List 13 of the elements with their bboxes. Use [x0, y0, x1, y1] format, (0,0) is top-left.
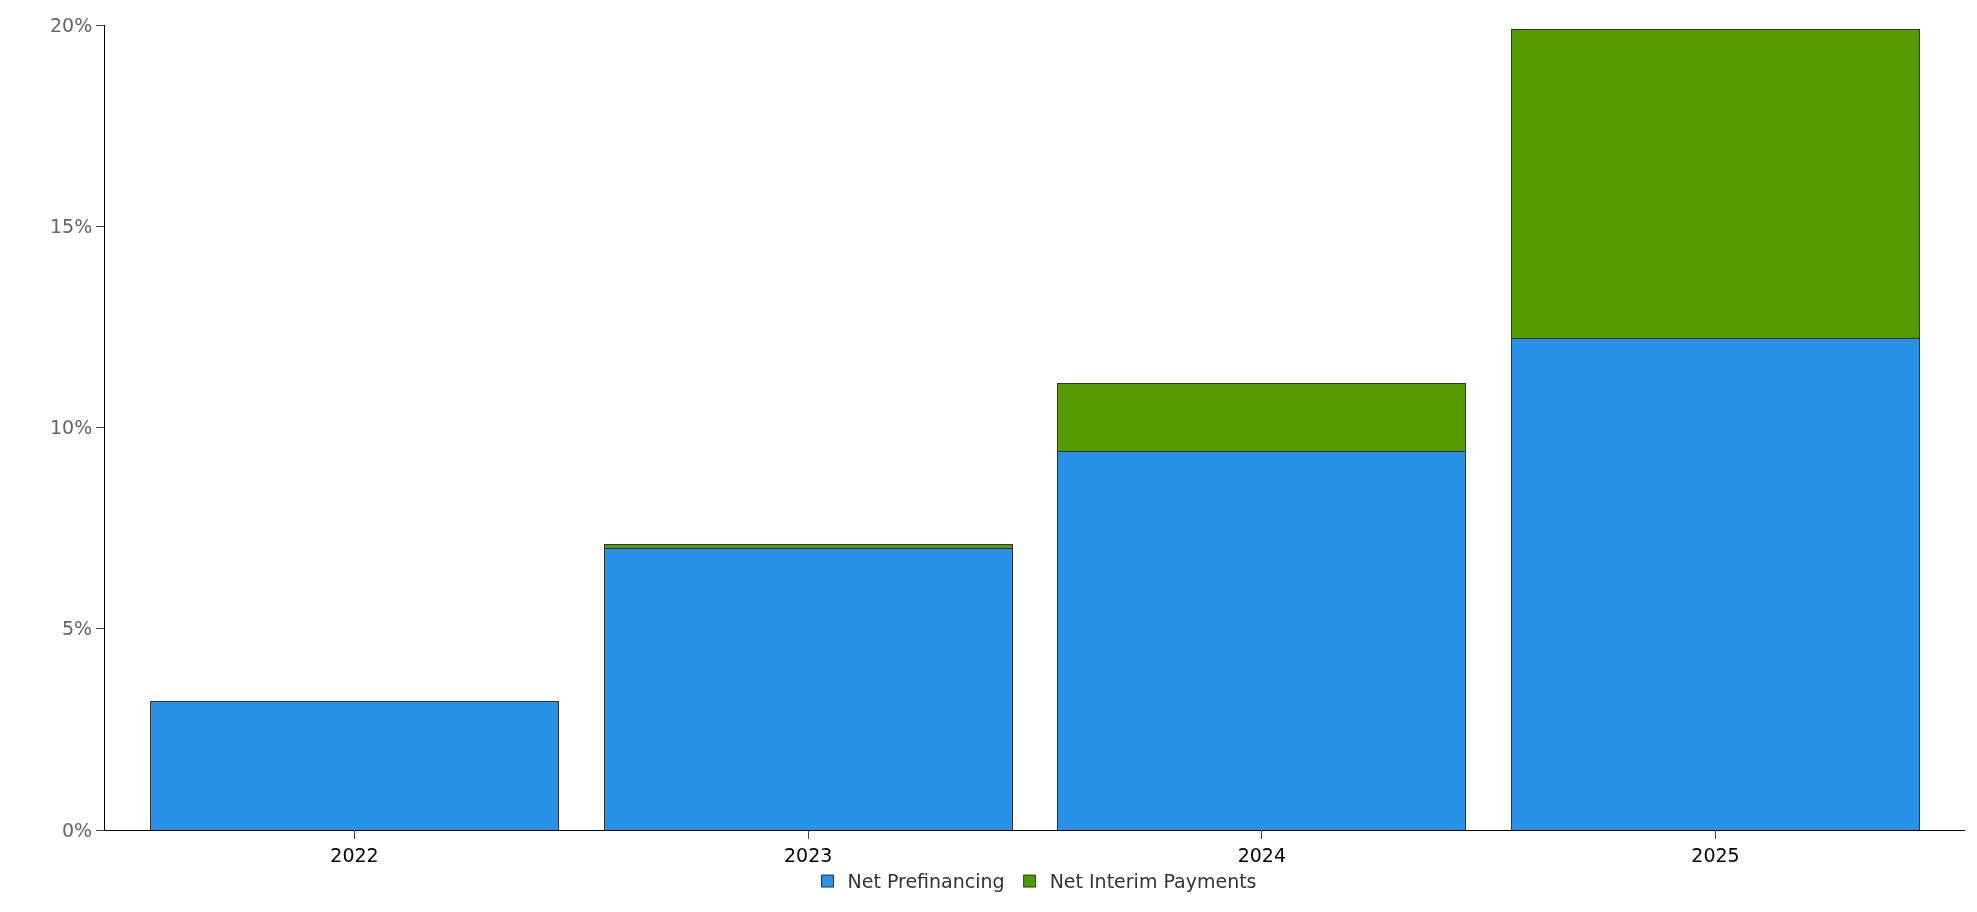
x-tick-label: 2022: [330, 843, 379, 866]
bar: [603, 547, 1013, 830]
bar: [149, 700, 560, 830]
x-tick-label: 2023: [783, 843, 833, 866]
y-tick-label: 20%: [49, 13, 93, 36]
y-tick-label: 15%: [49, 214, 93, 237]
x-tick-label: 2024: [1237, 843, 1287, 866]
legend-label: Net Interim Payments: [1049, 870, 1257, 893]
legend-label: Net Prefinancing: [847, 870, 1005, 893]
y-tick-label: 10%: [49, 416, 93, 439]
y-tick-label: 0%: [62, 818, 93, 841]
y-tick-label: 5%: [62, 617, 93, 640]
x-tick-label: 2025: [1691, 843, 1740, 866]
